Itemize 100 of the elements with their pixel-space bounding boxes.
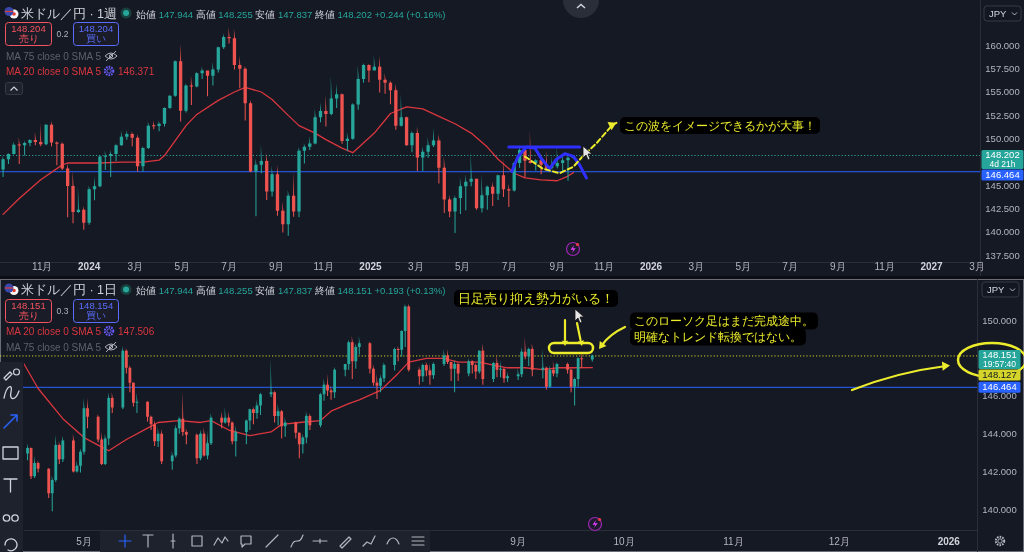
candlestick — [304, 411, 308, 444]
x-tick-label: 2027 — [920, 261, 944, 272]
annotation: 売り — [18, 309, 39, 321]
ref-line-label: 148.202 — [985, 149, 1020, 161]
x-tick-label: 9月 — [268, 261, 285, 272]
candlestick — [121, 346, 125, 410]
y-tick-label: 150.000 — [985, 133, 1020, 145]
candlestick — [177, 415, 181, 434]
candlestick — [281, 201, 285, 233]
candlestick — [388, 80, 393, 105]
x-tick-label: 7月 — [221, 261, 237, 272]
annotation: 買い — [86, 309, 106, 321]
x-tick-label: 11月 — [874, 261, 895, 272]
text: 始値 147.944 高値 148.255 安値 147.837 終値 148.202 +0.244 (+0.16%) — [136, 8, 446, 20]
x-tick-label: 3月 — [688, 261, 705, 272]
candlestick — [474, 363, 478, 380]
candlestick — [36, 460, 40, 473]
candlestick — [302, 142, 307, 164]
candlestick — [467, 358, 471, 377]
x-tick-label: 2024 — [78, 261, 101, 272]
chart-title: 米ドル／円 · 1日 — [21, 283, 118, 297]
candlestick — [324, 94, 328, 127]
y-tick-label: 140.000 — [982, 503, 1017, 515]
annotation: 日足売り抑え勢力がいる！ — [458, 291, 614, 306]
text: 4d 21h — [989, 158, 1016, 169]
candlestick — [480, 173, 484, 213]
x-tick-label: 9月 — [510, 536, 526, 547]
candlestick — [184, 83, 188, 113]
x-tick-label: 2026 — [937, 536, 961, 547]
annotation: 0.3 — [56, 305, 69, 316]
candlestick — [184, 428, 188, 445]
candlestick — [485, 184, 489, 210]
candlestick — [125, 130, 129, 140]
candlestick — [448, 194, 452, 218]
candlestick — [566, 362, 569, 374]
candlestick — [437, 134, 441, 184]
candlestick — [57, 441, 61, 464]
x-tick-label: 7月 — [501, 261, 518, 272]
text: 19:57:40 — [982, 358, 1017, 369]
text: MA 20 close 0 SMA 5 — [6, 325, 102, 337]
candlestick — [319, 392, 322, 428]
candlestick — [227, 411, 231, 427]
candlestick — [544, 365, 548, 390]
candlestick — [506, 371, 509, 382]
y-tick-label: 146.000 — [982, 390, 1017, 402]
annotation: 148.151 — [11, 299, 46, 311]
candlestick — [199, 429, 202, 461]
candlestick — [404, 116, 409, 146]
candlestick — [308, 135, 312, 150]
candlestick — [400, 330, 404, 357]
annotation: このローソク足はまだ完成途中。 — [634, 314, 814, 328]
candlestick — [492, 361, 495, 382]
line-series — [523, 121, 618, 175]
candlestick — [252, 406, 255, 425]
candlestick — [407, 303, 411, 372]
x-tick-label: 9月 — [830, 261, 846, 272]
candlestick — [368, 341, 372, 374]
x-tick-label: 5月 — [174, 261, 190, 272]
candlestick — [474, 178, 479, 210]
candlestick — [216, 46, 220, 73]
candlestick — [590, 353, 594, 362]
annotation: 148.204 — [78, 22, 114, 34]
x-tick-label: 5月 — [454, 261, 471, 272]
candlestick — [491, 181, 495, 206]
y-tick-label: 155.000 — [985, 86, 1020, 98]
candlestick — [333, 366, 337, 398]
candlestick — [456, 362, 460, 381]
candlestick — [222, 33, 226, 50]
candlestick — [60, 141, 64, 170]
annotation: 148.151 — [337, 285, 375, 296]
x-tick-label: 11月 — [723, 536, 744, 547]
candlestick — [254, 158, 258, 217]
annotation: この波をイメージできるかが大事！ — [624, 118, 816, 133]
candlestick — [340, 92, 344, 144]
candlestick — [65, 162, 70, 218]
x-tick-label: 10月 — [613, 536, 635, 547]
ref-line-label: 148.127 — [982, 368, 1017, 380]
candlestick — [495, 354, 499, 378]
candlestick — [248, 99, 253, 173]
x-tick-label: 2026 — [639, 261, 663, 272]
x-tick-label: 3月 — [408, 261, 424, 272]
candlestick — [141, 146, 145, 172]
candlestick — [477, 349, 481, 374]
candlestick — [379, 373, 382, 393]
candlestick — [449, 361, 453, 381]
text: 米ドル／円 · 1週 — [21, 6, 118, 21]
candlestick — [61, 435, 65, 463]
candlestick — [464, 174, 468, 211]
candlestick — [195, 71, 199, 88]
candlestick — [265, 152, 269, 200]
candlestick — [308, 413, 312, 431]
control-currency: JPY — [983, 5, 1022, 22]
candlestick — [153, 419, 157, 447]
candlestick — [576, 356, 580, 387]
candlestick — [234, 425, 238, 457]
candlestick — [367, 63, 371, 83]
candlestick — [220, 411, 224, 429]
y-tick-label: 140.000 — [985, 226, 1020, 238]
line-series — [510, 145, 588, 180]
y-tick-label: 137.500 — [985, 249, 1020, 261]
